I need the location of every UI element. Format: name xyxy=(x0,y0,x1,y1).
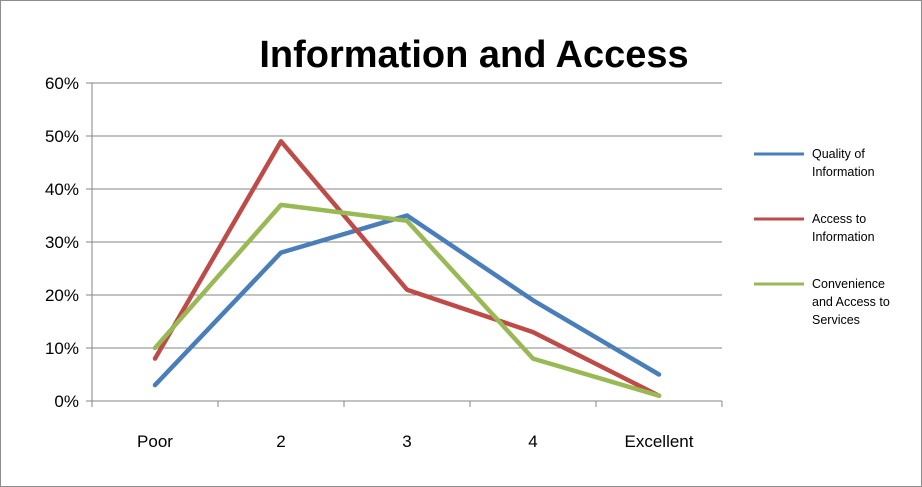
series-line xyxy=(152,202,662,398)
legend: Quality of Information Access to Informatio… xyxy=(754,147,890,327)
y-tick-label: 10% xyxy=(45,339,79,358)
y-tick-label: 50% xyxy=(45,127,79,146)
series-line xyxy=(152,139,662,398)
y-tick-label: 60% xyxy=(45,74,79,93)
x-tick-label: 2 xyxy=(276,432,285,451)
series-lines xyxy=(152,139,662,398)
x-tick-label: 4 xyxy=(528,432,537,451)
axes xyxy=(86,82,723,407)
legend-label: Convenience xyxy=(812,277,885,291)
legend-label: Services xyxy=(812,313,860,327)
legend-label: Information xyxy=(812,165,875,179)
legend-label: Quality of xyxy=(812,147,865,161)
x-tick-labels: Poor 2 3 4 Excellent xyxy=(137,432,694,451)
x-tick-label: Poor xyxy=(137,432,173,451)
y-tick-label: 0% xyxy=(54,392,79,411)
series-line xyxy=(152,213,662,388)
x-tick-label: Excellent xyxy=(625,432,694,451)
x-tick-label: 3 xyxy=(402,432,411,451)
y-tick-label: 30% xyxy=(45,233,79,252)
chart-title: Information and Access xyxy=(259,34,688,76)
y-tick-label: 20% xyxy=(45,286,79,305)
legend-label: and Access to xyxy=(812,295,890,309)
legend-label: Information xyxy=(812,230,875,244)
y-tick-label: 40% xyxy=(45,180,79,199)
y-tick-labels: 0% 10% 20% 30% 40% 50% 60% xyxy=(45,74,79,411)
legend-label: Access to xyxy=(812,212,866,226)
